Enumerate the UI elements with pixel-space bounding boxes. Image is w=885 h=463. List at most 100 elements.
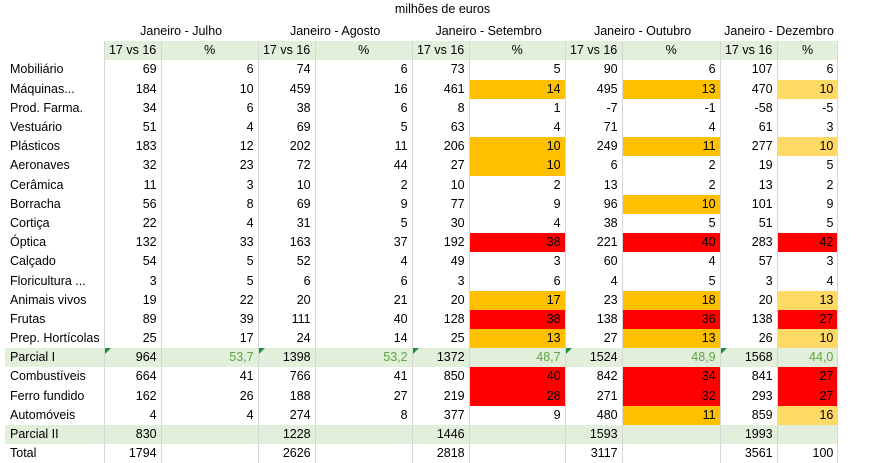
row-label: Óptica: [5, 233, 105, 253]
percent-cell: 2: [315, 175, 413, 195]
value-cell: 277: [720, 137, 778, 157]
value-cell: 1794: [104, 444, 162, 463]
subheader-pct: %: [622, 41, 721, 61]
value-cell: 1446: [412, 424, 470, 445]
row-label: Parcial I: [5, 348, 105, 368]
percent-cell: 34: [622, 367, 721, 387]
percent-cell: [469, 424, 566, 445]
value-cell: 841: [720, 367, 778, 387]
percent-cell: 10: [777, 329, 839, 349]
percent-cell: 3: [777, 117, 839, 138]
percent-cell: 10: [777, 79, 839, 99]
percent-cell: 6: [315, 271, 413, 291]
percent-cell: 4: [777, 271, 839, 291]
percent-cell: 53,2: [315, 348, 413, 368]
percent-cell: [469, 444, 566, 463]
value-cell: 24: [258, 329, 316, 349]
subheader-diff: 17 vs 16: [412, 41, 470, 61]
value-cell: 13: [565, 175, 623, 195]
percent-cell: [161, 444, 259, 463]
percent-cell: 4: [161, 405, 259, 425]
percent-cell: 4: [622, 117, 721, 138]
percent-cell: 26: [161, 386, 259, 406]
percent-cell: 6: [161, 60, 259, 80]
percent-cell: 27: [777, 309, 839, 329]
table-row: Floricultura ... 3 5 6 6 3 6 4 5 3 4: [5, 271, 839, 291]
value-cell: 51: [720, 213, 778, 234]
percent-cell: 5: [777, 213, 839, 234]
value-cell: -58: [720, 98, 778, 118]
percent-cell: 41: [315, 367, 413, 387]
value-cell: 293: [720, 386, 778, 406]
row-label: Animais vivos: [5, 290, 105, 310]
percent-cell: 10: [777, 137, 839, 157]
period-header: Janeiro - Setembro: [435, 24, 542, 39]
value-cell: 2626: [258, 444, 316, 463]
value-cell: 19: [104, 290, 162, 310]
percent-cell: 4: [315, 252, 413, 272]
row-label: Borracha: [5, 194, 105, 214]
period-header: Janeiro - Dezembro: [724, 24, 834, 39]
value-cell: 56: [104, 194, 162, 214]
percent-cell: 23: [161, 156, 259, 176]
percent-cell: 42: [777, 233, 839, 253]
value-cell: 3561: [720, 444, 778, 463]
table-row: Animais vivos 19 22 20 21 20 17 23 18 20 13: [5, 290, 839, 310]
percent-cell: 38: [469, 233, 566, 253]
percent-cell: 4: [469, 213, 566, 234]
row-label: Total: [5, 444, 105, 463]
percent-cell: [315, 444, 413, 463]
table-row: Frutas 89 39 111 40 128 38 138 36 138 27: [5, 309, 839, 329]
subheader-pct: %: [777, 41, 839, 61]
percent-cell: 4: [161, 117, 259, 138]
percent-cell: 10: [469, 137, 566, 157]
percent-cell: 4: [622, 252, 721, 272]
percent-cell: 9: [469, 194, 566, 214]
value-cell: 27: [565, 329, 623, 349]
percent-cell: -5: [777, 98, 839, 118]
value-cell: 283: [720, 233, 778, 253]
table-row: Parcial II 830 1228 1446 1593 1993: [5, 424, 839, 445]
percent-cell: 16: [777, 405, 839, 425]
value-cell: -7: [565, 98, 623, 118]
percent-cell: 4: [469, 117, 566, 138]
value-cell: 459: [258, 79, 316, 99]
value-cell: 61: [720, 117, 778, 138]
percent-cell: 11: [622, 405, 721, 425]
value-cell: 19: [720, 156, 778, 176]
value-cell: 850: [412, 367, 470, 387]
table-row: Automóveis 4 4 274 8 377 9 480 11 859 16: [5, 405, 839, 425]
value-cell: 26: [720, 329, 778, 349]
value-cell: 51: [104, 117, 162, 138]
value-cell: 71: [565, 117, 623, 138]
value-cell: 38: [565, 213, 623, 234]
row-label: Combustíveis: [5, 367, 105, 387]
value-cell: 10: [258, 175, 316, 195]
row-label: Prep. Hortícolas: [5, 329, 105, 349]
percent-cell: 6: [315, 98, 413, 118]
percent-cell: 5: [161, 271, 259, 291]
percent-cell: 14: [469, 79, 566, 99]
subheader-row: 17 vs 16% 17 vs 16% 17 vs 16% 17 vs 16% 17 v…: [5, 41, 839, 61]
percent-cell: 13: [622, 79, 721, 99]
percent-cell: 27: [315, 386, 413, 406]
row-label: Cortiça: [5, 213, 105, 234]
percent-cell: 6: [161, 98, 259, 118]
value-cell: 138: [565, 309, 623, 329]
value-cell: 964: [104, 348, 162, 368]
value-cell: 11: [104, 175, 162, 195]
value-cell: 162: [104, 386, 162, 406]
corner-cell: [5, 22, 104, 41]
percent-cell: 14: [315, 329, 413, 349]
percent-cell: 27: [777, 386, 839, 406]
percent-cell: 4: [161, 213, 259, 234]
percent-cell: 5: [161, 252, 259, 272]
value-cell: 202: [258, 137, 316, 157]
value-cell: 101: [720, 194, 778, 214]
percent-cell: 41: [161, 367, 259, 387]
percent-cell: 8: [161, 194, 259, 214]
row-label: Vestuário: [5, 117, 105, 138]
percent-cell: 11: [622, 137, 721, 157]
percent-cell: 10: [161, 79, 259, 99]
